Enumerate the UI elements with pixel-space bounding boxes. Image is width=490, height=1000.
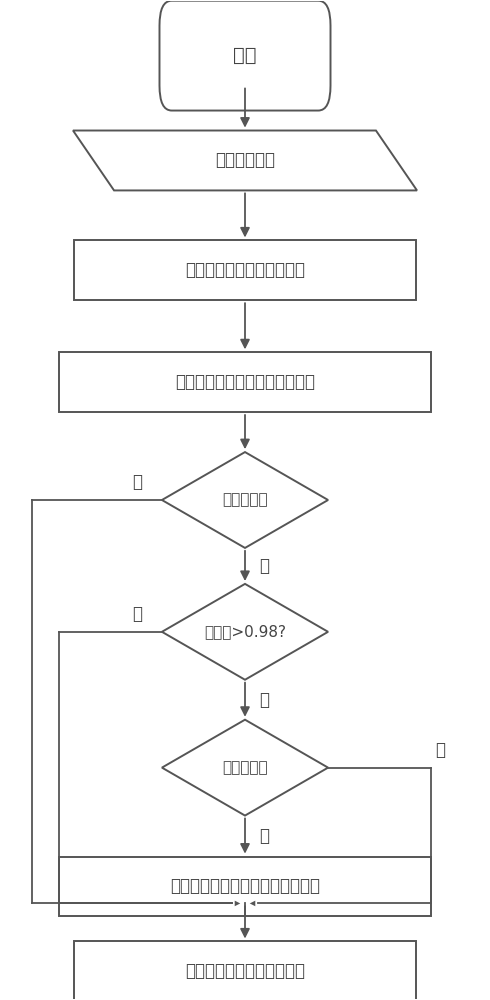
- Text: 否: 否: [436, 741, 445, 759]
- Text: 输入特征数据: 输入特征数据: [215, 151, 275, 169]
- Text: 否: 否: [132, 473, 143, 491]
- Bar: [74, 941, 416, 1000]
- Polygon shape: [162, 720, 328, 816]
- FancyBboxPatch shape: [159, 1, 331, 111]
- Polygon shape: [162, 452, 328, 548]
- Bar: [74, 240, 416, 300]
- Text: 调取模型，输出概率化矩阵: 调取模型，输出概率化矩阵: [185, 261, 305, 279]
- Text: 开始: 开始: [233, 46, 257, 65]
- Text: 发出易错线路提醒，给出偏移范围: 发出易错线路提醒，给出偏移范围: [170, 877, 320, 895]
- Text: 置信度>0.98?: 置信度>0.98?: [204, 624, 286, 639]
- Text: 提取选线结果和对应类别置信度: 提取选线结果和对应类别置信度: [175, 373, 315, 391]
- Text: 否: 否: [260, 691, 270, 709]
- Text: 是: 是: [260, 827, 270, 845]
- Text: 是: 是: [132, 605, 143, 623]
- Bar: [59, 857, 431, 916]
- Text: 易错线路？: 易错线路？: [222, 760, 268, 775]
- Text: 是否故障？: 是否故障？: [222, 492, 268, 508]
- Bar: [59, 352, 431, 412]
- Text: 输出选线结果，类别置信度: 输出选线结果，类别置信度: [185, 962, 305, 980]
- Text: 是: 是: [260, 557, 270, 575]
- Polygon shape: [162, 584, 328, 680]
- Polygon shape: [73, 131, 417, 190]
